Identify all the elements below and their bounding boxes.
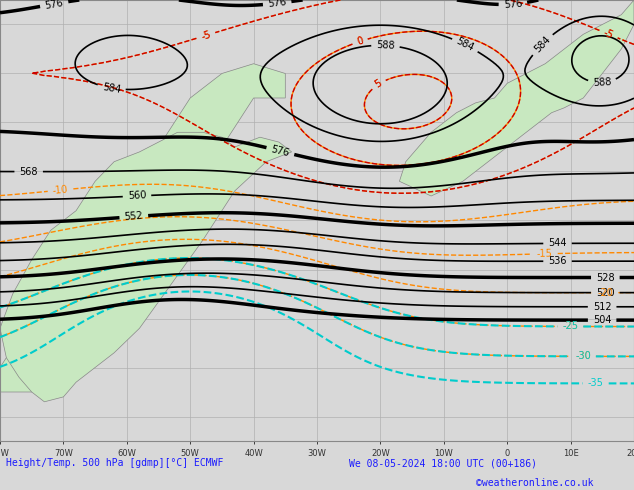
Text: -30: -30 bbox=[575, 351, 591, 361]
Text: -5: -5 bbox=[200, 29, 212, 42]
Text: 584: 584 bbox=[532, 34, 552, 54]
Text: -30: -30 bbox=[575, 351, 591, 361]
Text: 576: 576 bbox=[44, 0, 64, 10]
Text: -20: -20 bbox=[597, 288, 613, 297]
Text: 568: 568 bbox=[20, 167, 38, 176]
Text: 536: 536 bbox=[548, 256, 567, 266]
Text: 576: 576 bbox=[503, 0, 522, 10]
Text: -25: -25 bbox=[562, 321, 578, 331]
Text: 584: 584 bbox=[455, 36, 476, 53]
Text: 584: 584 bbox=[101, 82, 122, 95]
Text: 5: 5 bbox=[373, 78, 384, 90]
Text: We 08-05-2024 18:00 UTC (00+186): We 08-05-2024 18:00 UTC (00+186) bbox=[349, 458, 537, 468]
Text: 560: 560 bbox=[127, 191, 146, 201]
Text: Height/Temp. 500 hPa [gdmp][°C] ECMWF: Height/Temp. 500 hPa [gdmp][°C] ECMWF bbox=[6, 458, 224, 468]
Text: 588: 588 bbox=[593, 77, 612, 88]
Text: -5: -5 bbox=[200, 29, 212, 42]
Text: 576: 576 bbox=[270, 144, 290, 158]
Text: 520: 520 bbox=[596, 288, 614, 297]
Text: 5: 5 bbox=[373, 78, 384, 90]
Text: 576: 576 bbox=[268, 0, 287, 9]
Text: ©weatheronline.co.uk: ©weatheronline.co.uk bbox=[476, 478, 593, 488]
Text: -35: -35 bbox=[588, 378, 604, 389]
Text: -15: -15 bbox=[537, 248, 553, 259]
Polygon shape bbox=[0, 64, 285, 392]
Text: 528: 528 bbox=[596, 272, 614, 283]
Text: 552: 552 bbox=[124, 211, 143, 222]
Text: -5: -5 bbox=[602, 28, 615, 41]
Text: -10: -10 bbox=[52, 184, 69, 196]
Text: 0: 0 bbox=[356, 36, 365, 47]
Text: 544: 544 bbox=[548, 238, 567, 248]
Polygon shape bbox=[399, 0, 634, 196]
Polygon shape bbox=[0, 132, 292, 402]
Text: -25: -25 bbox=[562, 321, 578, 331]
Text: 504: 504 bbox=[593, 315, 611, 325]
Text: 0: 0 bbox=[356, 36, 365, 47]
Text: 512: 512 bbox=[593, 302, 611, 312]
Text: -5: -5 bbox=[602, 28, 615, 41]
Text: 588: 588 bbox=[376, 40, 395, 51]
